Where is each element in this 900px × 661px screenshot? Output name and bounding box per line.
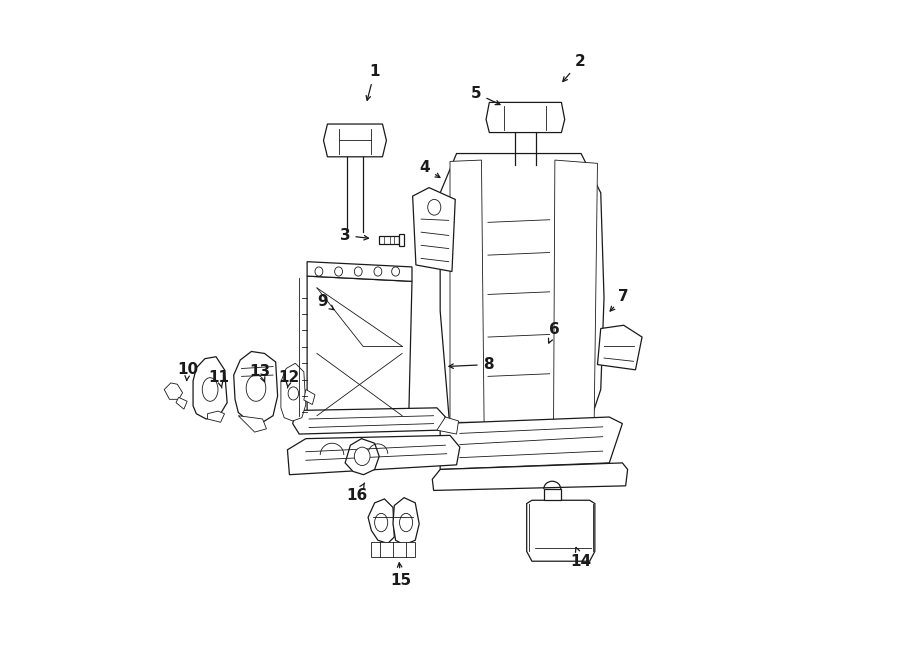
- Polygon shape: [379, 236, 399, 244]
- Polygon shape: [307, 262, 412, 282]
- Ellipse shape: [315, 267, 323, 276]
- Polygon shape: [436, 417, 458, 434]
- Polygon shape: [323, 124, 386, 157]
- Text: 2: 2: [562, 54, 585, 81]
- Text: 7: 7: [610, 289, 629, 311]
- Ellipse shape: [247, 375, 266, 401]
- Text: 8: 8: [449, 357, 493, 372]
- Ellipse shape: [374, 267, 382, 276]
- Ellipse shape: [288, 387, 299, 400]
- Polygon shape: [176, 397, 187, 409]
- Ellipse shape: [355, 267, 362, 276]
- Ellipse shape: [202, 377, 218, 401]
- Polygon shape: [304, 389, 315, 405]
- Polygon shape: [554, 160, 598, 422]
- Polygon shape: [486, 102, 564, 133]
- Text: 10: 10: [177, 362, 198, 381]
- Text: 3: 3: [340, 228, 368, 243]
- Ellipse shape: [374, 514, 388, 531]
- Text: 6: 6: [548, 322, 560, 343]
- Polygon shape: [432, 463, 627, 490]
- Ellipse shape: [428, 200, 441, 215]
- Text: 16: 16: [346, 483, 367, 503]
- Polygon shape: [440, 417, 623, 469]
- Polygon shape: [399, 234, 404, 246]
- Polygon shape: [412, 188, 455, 272]
- Text: 13: 13: [249, 364, 271, 382]
- Text: 15: 15: [391, 563, 411, 588]
- Text: 14: 14: [571, 547, 591, 568]
- Ellipse shape: [355, 447, 370, 465]
- Polygon shape: [368, 499, 394, 543]
- Polygon shape: [440, 153, 604, 429]
- Polygon shape: [208, 411, 224, 422]
- Ellipse shape: [400, 514, 412, 531]
- Ellipse shape: [392, 267, 400, 276]
- Polygon shape: [450, 160, 484, 422]
- Text: 12: 12: [279, 370, 300, 388]
- Text: 1: 1: [366, 64, 380, 100]
- Polygon shape: [598, 325, 642, 369]
- Polygon shape: [292, 408, 446, 434]
- Polygon shape: [234, 352, 277, 422]
- Text: 4: 4: [419, 161, 440, 178]
- Polygon shape: [238, 416, 266, 432]
- Polygon shape: [526, 500, 595, 561]
- Polygon shape: [393, 498, 419, 545]
- Polygon shape: [544, 489, 561, 500]
- Polygon shape: [307, 276, 412, 426]
- Polygon shape: [281, 364, 306, 421]
- Polygon shape: [287, 436, 460, 475]
- Polygon shape: [372, 542, 415, 557]
- Polygon shape: [164, 383, 183, 399]
- Ellipse shape: [335, 267, 343, 276]
- Text: 9: 9: [317, 293, 334, 309]
- Polygon shape: [194, 357, 227, 419]
- Text: 11: 11: [209, 370, 230, 388]
- Polygon shape: [345, 439, 379, 475]
- Text: 5: 5: [471, 86, 500, 104]
